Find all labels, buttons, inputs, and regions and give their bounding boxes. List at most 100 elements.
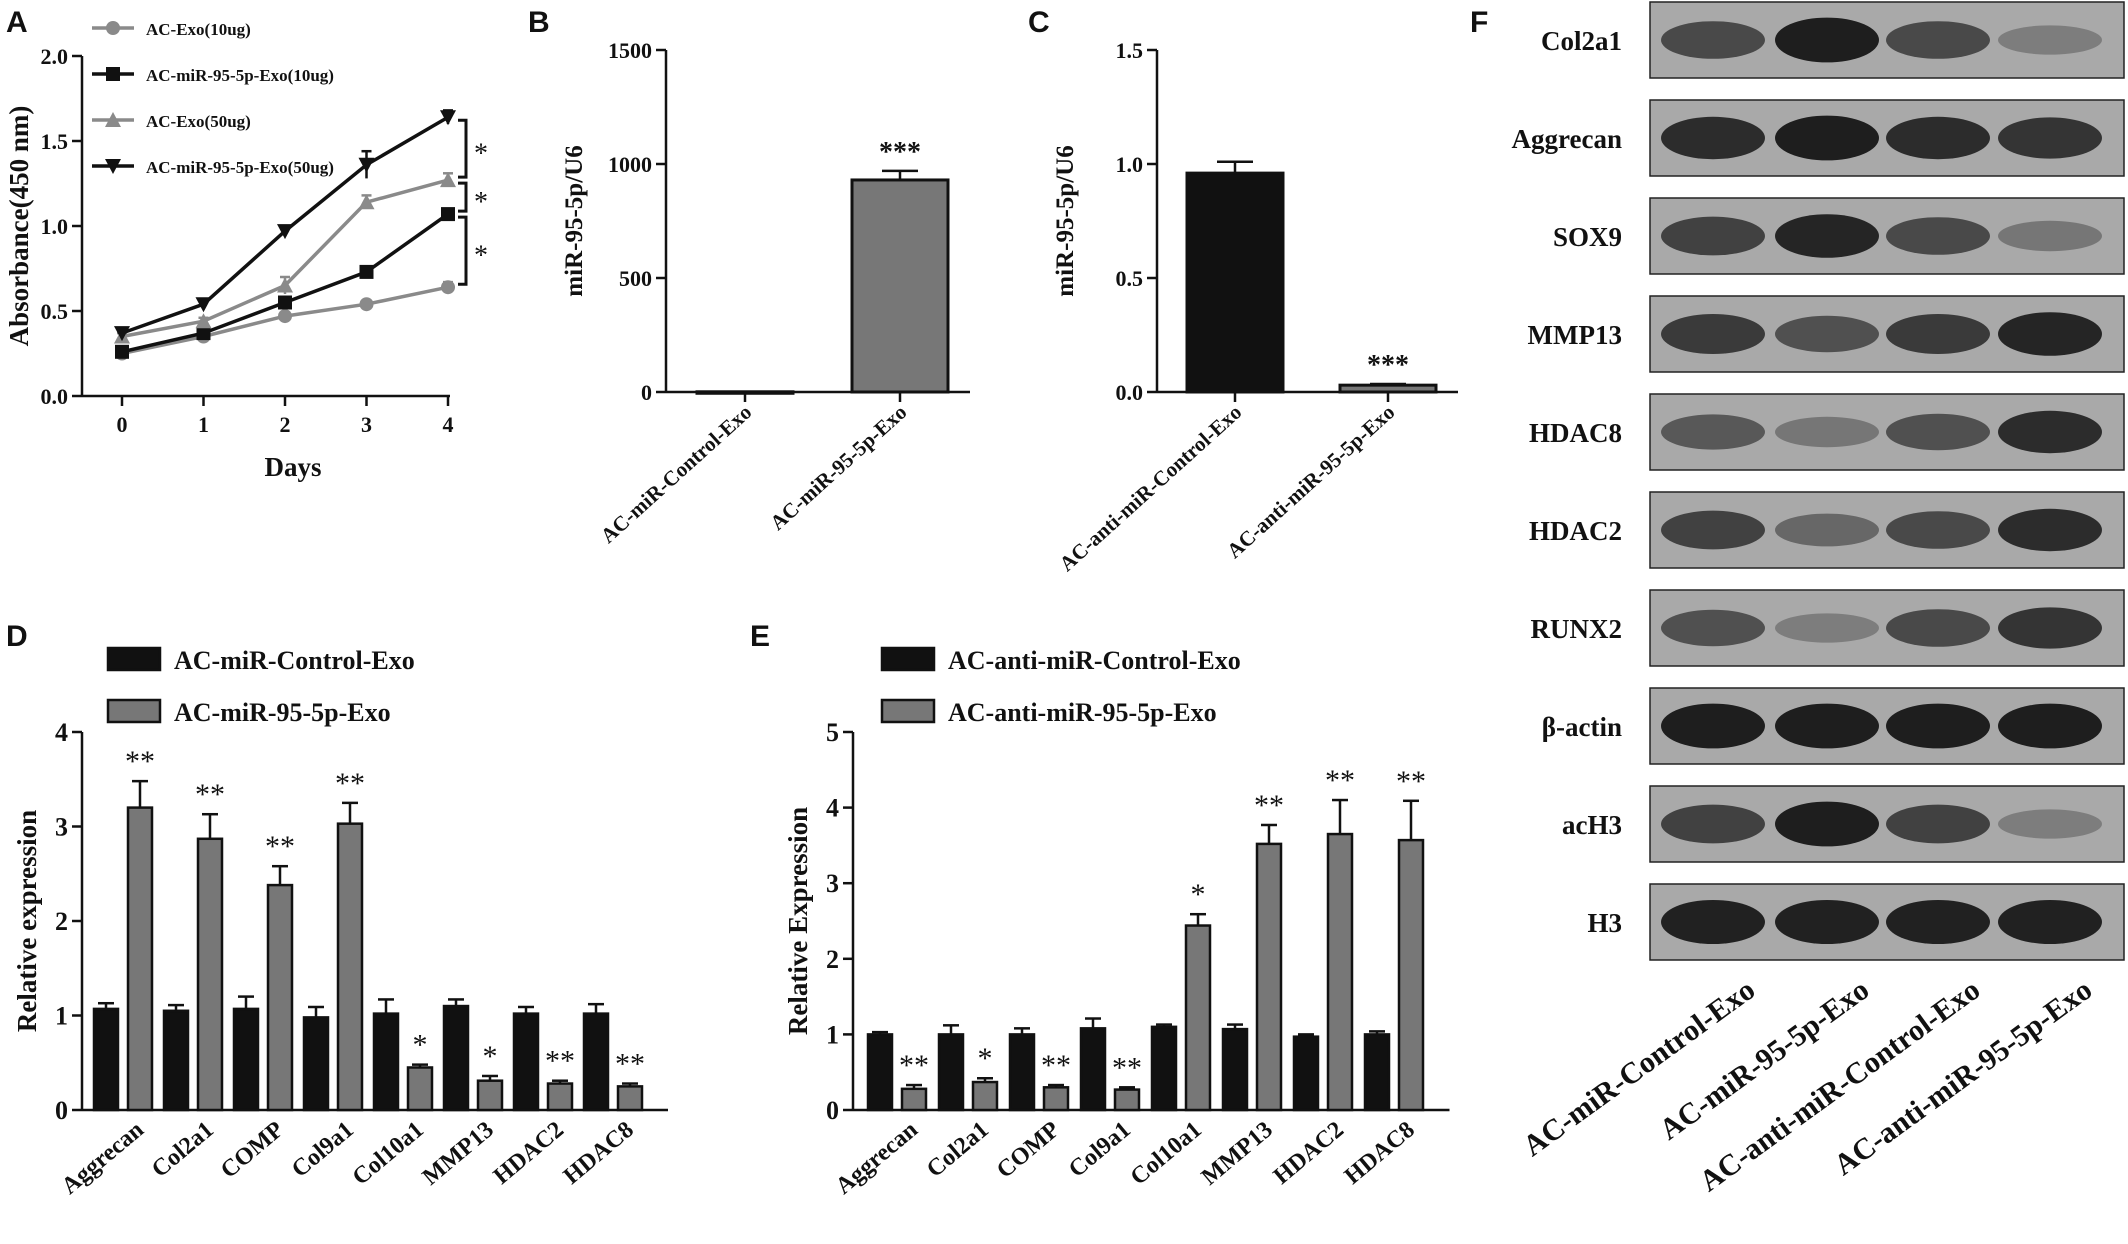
bar-d-0 xyxy=(232,1007,260,1112)
legend-label-a-3: AC-miR-95-5p-Exo(50ug) xyxy=(146,158,334,177)
blot-band xyxy=(1775,214,1879,258)
significance-star-d: ** xyxy=(125,745,155,778)
blot-row-label: acH3 xyxy=(1562,810,1622,840)
blot-band xyxy=(1886,703,1990,749)
significance-star-c: *** xyxy=(1367,350,1409,381)
significance-bracket-a xyxy=(458,181,468,213)
bar-d-1 xyxy=(196,837,224,1112)
y-tick-label-c: 0.5 xyxy=(1116,266,1144,291)
blot-band xyxy=(1886,21,1990,59)
y-tick-label-d: 1 xyxy=(55,1002,68,1031)
y-tick-label-e: 5 xyxy=(826,718,839,747)
legend-label-a-0: AC-Exo(10ug) xyxy=(146,20,251,39)
bar-d-1 xyxy=(546,1082,574,1112)
blot-band xyxy=(1998,220,2102,252)
bar-d-0 xyxy=(582,1012,610,1112)
legend-label-a-2: AC-Exo(50ug) xyxy=(146,112,251,131)
significance-star-b: *** xyxy=(879,137,921,168)
y-axis-title-e: Relative Expression xyxy=(783,807,813,1035)
bar-e-1 xyxy=(1113,1088,1141,1112)
y-axis-title-b: miR-95-5p/U6 xyxy=(561,145,588,296)
x-tick-label-b: AC-miR-Control-Exo xyxy=(596,400,757,548)
blot-band xyxy=(1661,609,1765,647)
blot-band xyxy=(1886,511,1990,549)
blot-band xyxy=(1886,609,1990,647)
x-tick-label-e: Aggrecan xyxy=(831,1117,923,1200)
x-tick-label-d: Col2a1 xyxy=(147,1117,219,1183)
blot-row-label: HDAC8 xyxy=(1529,418,1622,448)
bar-e-0 xyxy=(937,1033,965,1112)
x-tick-label-e: COMP xyxy=(992,1117,1065,1184)
bar-e-1 xyxy=(1326,832,1354,1112)
y-tick-label-c: 1.0 xyxy=(1116,152,1144,177)
significance-star-d: ** xyxy=(615,1048,645,1081)
blot-band xyxy=(1886,314,1990,354)
y-tick-label-e: 1 xyxy=(826,1020,839,1049)
blot-band xyxy=(1886,116,1990,160)
data-point-a xyxy=(440,172,456,188)
x-tick-label-a: 2 xyxy=(280,412,291,437)
significance-star-d: * xyxy=(483,1040,498,1073)
blot-band xyxy=(1775,801,1879,847)
data-point-a xyxy=(278,309,292,324)
x-tick-label-d: Col10a1 xyxy=(348,1117,429,1191)
bar-e-0 xyxy=(1008,1033,1036,1112)
blot-row-label: HDAC2 xyxy=(1529,516,1622,546)
blot-row-label: SOX9 xyxy=(1553,222,1622,252)
y-axis-title-a: Absorbance(450 nm) xyxy=(4,106,34,347)
legend-marker-a-0 xyxy=(106,21,120,35)
x-tick-label-a: 4 xyxy=(443,412,454,437)
data-point-a xyxy=(278,295,292,310)
x-tick-label-d: HDAC2 xyxy=(489,1117,569,1190)
bar-e-1 xyxy=(900,1087,928,1112)
legend-label-d-0: AC-miR-Control-Exo xyxy=(174,646,415,675)
y-tick-label-d: 2 xyxy=(55,907,68,936)
blot-band xyxy=(1775,703,1879,749)
bar-d-1 xyxy=(616,1085,644,1112)
blot-band xyxy=(1998,703,2102,749)
y-tick-label-e: 0 xyxy=(826,1096,839,1125)
blot-band xyxy=(1775,613,1879,643)
blot-row-label: Aggrecan xyxy=(1512,124,1622,154)
blot-band xyxy=(1775,513,1879,547)
bar-c xyxy=(1338,383,1438,394)
significance-star-e: * xyxy=(1191,878,1206,911)
blot-band xyxy=(1998,312,2102,356)
data-point-a xyxy=(358,157,375,173)
y-tick-label-d: 4 xyxy=(55,718,68,747)
legend-marker-a-2 xyxy=(105,112,121,127)
blot-row-label: Col2a1 xyxy=(1541,26,1622,56)
x-tick-label-e: HDAC8 xyxy=(1340,1117,1420,1190)
legend-marker-a-1 xyxy=(106,67,120,81)
significance-star-e: ** xyxy=(899,1049,929,1082)
y-tick-label-c: 1.5 xyxy=(1116,38,1144,63)
significance-star-e: * xyxy=(978,1042,993,1075)
blot-band xyxy=(1998,117,2102,159)
significance-star-a: * xyxy=(474,241,488,272)
y-axis-title-c: miR-95-5p/U6 xyxy=(1052,145,1079,296)
blot-band xyxy=(1775,17,1879,63)
data-point-a xyxy=(440,110,456,126)
blot-row-label: RUNX2 xyxy=(1531,614,1623,644)
bar-d-0 xyxy=(162,1009,190,1112)
x-tick-label-d: MMP13 xyxy=(418,1117,499,1191)
blot-band xyxy=(1886,217,1990,255)
x-tick-label-d: Aggrecan xyxy=(57,1117,149,1200)
significance-bracket-a xyxy=(458,118,468,179)
data-point-a xyxy=(196,326,211,341)
legend-swatch-e-1 xyxy=(880,698,936,724)
blot-band xyxy=(1661,21,1765,59)
blot-band xyxy=(1886,899,1990,945)
x-axis-title-a: Days xyxy=(264,452,321,482)
y-tick-label-a: 2.0 xyxy=(41,44,69,69)
data-point-a xyxy=(441,280,455,295)
y-tick-label-b: 500 xyxy=(619,266,652,291)
blot-band xyxy=(1661,216,1765,256)
y-tick-label-b: 0 xyxy=(641,380,652,405)
blot-band xyxy=(1775,115,1879,161)
significance-star-a: * xyxy=(474,187,488,218)
blot-row-label: H3 xyxy=(1587,908,1622,938)
blot-band xyxy=(1886,413,1990,451)
bar-e-0 xyxy=(1221,1027,1249,1112)
x-tick-label-c: AC-anti-miR-95-5p-Exo xyxy=(1222,400,1399,563)
